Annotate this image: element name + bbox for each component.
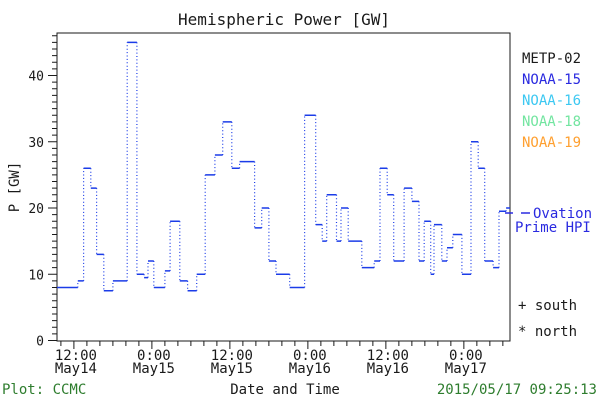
x-tick-date-label: May14 <box>55 361 97 377</box>
y-tick-label: 0 <box>36 335 44 350</box>
y-axis-title: P [GW] <box>7 161 23 213</box>
y-tick-label: 30 <box>28 136 44 151</box>
y-tick-label: 20 <box>28 202 44 217</box>
x-axis-title: Date and Time <box>230 382 340 398</box>
south-marker-label: + south <box>518 298 578 314</box>
x-tick-time-label: 12:00 <box>55 348 97 364</box>
legend: METP-02 NOAA-15 NOAA-16 NOAA-18 NOAA-19 <box>522 49 581 154</box>
x-tick-date-label: May17 <box>445 361 487 377</box>
hpi-step-line-verticals <box>77 42 507 291</box>
legend-item-noaa15: NOAA-15 <box>522 72 582 88</box>
legend-item-noaa18: NOAA-18 <box>522 114 582 130</box>
plot-credit: Plot: CCMC <box>2 382 87 398</box>
x-tick-date-label: May15 <box>211 361 253 377</box>
hpi-step-line <box>57 41 510 292</box>
series-legend-label-line2: Prime HPI <box>515 220 591 236</box>
chart-title: Hemispheric Power [GW] <box>178 10 390 29</box>
x-tick-time-label: 12:00 <box>367 348 409 364</box>
legend-item-noaa16: NOAA-16 <box>522 93 582 109</box>
series-legend-label-line1: Ovation <box>533 206 593 222</box>
x-tick-date-label: May16 <box>289 361 331 377</box>
x-tick-time-label: 0:00 <box>293 348 327 364</box>
x-tick-time-label: 0:00 <box>449 348 483 364</box>
timestamp: 2015/05/17 09:25:13 <box>436 382 597 398</box>
legend-item-metp02: METP-02 <box>522 51 582 67</box>
north-marker-label: * north <box>518 324 578 340</box>
x-tick-date-label: May16 <box>367 361 409 377</box>
y-tick-label: 40 <box>28 70 44 85</box>
legend-item-noaa19: NOAA-19 <box>522 135 582 151</box>
x-tick-date-label: May15 <box>133 361 175 377</box>
x-tick-time-label: 12:00 <box>211 348 253 364</box>
x-tick-time-label: 0:00 <box>137 348 171 364</box>
y-tick-label: 10 <box>28 268 44 283</box>
plot-border <box>56 32 511 342</box>
